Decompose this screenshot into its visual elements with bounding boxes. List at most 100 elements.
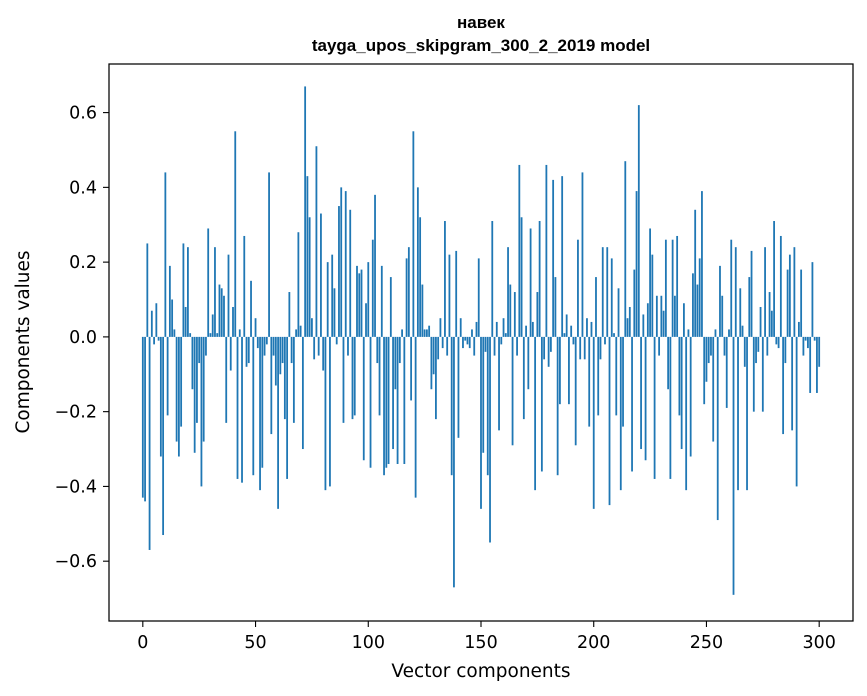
bar-component-300 bbox=[818, 336, 821, 367]
bar-component-161 bbox=[504, 333, 507, 337]
bar-component-197 bbox=[586, 318, 588, 337]
bar-component-148 bbox=[475, 321, 478, 337]
bar-component-228 bbox=[655, 295, 658, 337]
bar-component-258 bbox=[723, 336, 726, 356]
bar-component-67 bbox=[292, 336, 295, 423]
bar-component-249 bbox=[703, 336, 706, 405]
bar-component-131 bbox=[437, 336, 440, 360]
bar-component-251 bbox=[707, 336, 710, 364]
bar-component-231 bbox=[662, 310, 665, 337]
bar-component-223 bbox=[644, 336, 647, 461]
bar-component-55 bbox=[265, 336, 268, 345]
bar-component-41 bbox=[234, 131, 237, 337]
bar-component-220 bbox=[637, 105, 640, 337]
bar-component-10 bbox=[164, 172, 167, 337]
bar-component-298 bbox=[813, 336, 816, 341]
bar-component-145 bbox=[468, 336, 471, 349]
bar-component-35 bbox=[220, 288, 223, 337]
x-tick-label: 150 bbox=[464, 633, 497, 653]
y-tick-label: −0.2 bbox=[55, 403, 98, 423]
bar-component-147 bbox=[473, 336, 476, 356]
bar-component-73 bbox=[306, 176, 309, 337]
bar-component-98 bbox=[362, 336, 365, 461]
bar-component-91 bbox=[347, 336, 349, 356]
bar-component-144 bbox=[466, 336, 469, 345]
bar-component-239 bbox=[680, 336, 683, 450]
bar-component-113 bbox=[396, 336, 399, 464]
bar-component-154 bbox=[489, 336, 491, 543]
bar-component-255 bbox=[716, 336, 719, 521]
bar-component-264 bbox=[737, 336, 739, 491]
bar-component-36 bbox=[223, 295, 225, 337]
bar-component-163 bbox=[509, 284, 512, 337]
bar-component-14 bbox=[173, 329, 176, 337]
bar-component-240 bbox=[683, 303, 685, 337]
bar-component-272 bbox=[755, 336, 757, 364]
bar-component-63 bbox=[283, 336, 286, 420]
bar-component-45 bbox=[243, 235, 246, 337]
bar-component-18 bbox=[182, 243, 185, 337]
bar-component-263 bbox=[734, 247, 737, 337]
bar-component-72 bbox=[304, 86, 307, 337]
bar-component-102 bbox=[371, 239, 374, 337]
bar-component-190 bbox=[570, 325, 573, 337]
bar-component-103 bbox=[374, 194, 376, 337]
bar-component-24 bbox=[196, 336, 198, 423]
bar-component-261 bbox=[730, 239, 733, 337]
bars-group bbox=[141, 86, 821, 595]
bar-component-93 bbox=[351, 336, 354, 420]
chart-subtitle: tayga_upos_skipgram_300_2_2019 model bbox=[312, 36, 650, 55]
bar-component-74 bbox=[308, 217, 311, 337]
bar-component-50 bbox=[254, 318, 257, 337]
bar-component-217 bbox=[631, 336, 633, 472]
bar-component-69 bbox=[297, 232, 300, 337]
bar-component-90 bbox=[344, 191, 347, 337]
bar-component-106 bbox=[380, 265, 383, 337]
bar-component-89 bbox=[342, 336, 345, 423]
bar-component-95 bbox=[356, 265, 358, 337]
bar-component-71 bbox=[301, 336, 304, 450]
bar-component-162 bbox=[507, 247, 509, 337]
bar-component-199 bbox=[590, 321, 593, 337]
bar-component-68 bbox=[295, 329, 298, 337]
bar-component-117 bbox=[405, 258, 408, 337]
bar-component-213 bbox=[622, 336, 624, 427]
bar-component-4 bbox=[150, 310, 153, 337]
bar-component-100 bbox=[367, 262, 370, 337]
bar-component-271 bbox=[752, 336, 755, 412]
bar-component-56 bbox=[268, 172, 270, 337]
bar-component-38 bbox=[227, 254, 230, 337]
bar-component-160 bbox=[502, 318, 505, 337]
bar-component-198 bbox=[588, 336, 591, 427]
bar-component-8 bbox=[159, 336, 162, 457]
bar-component-232 bbox=[664, 239, 667, 337]
bar-component-2 bbox=[146, 243, 149, 337]
bar-component-17 bbox=[180, 336, 183, 427]
bar-component-7 bbox=[157, 336, 160, 341]
bar-component-62 bbox=[281, 336, 284, 364]
bar-component-247 bbox=[698, 258, 701, 337]
bar-component-202 bbox=[597, 336, 600, 416]
bar-component-116 bbox=[403, 336, 406, 464]
bar-component-243 bbox=[689, 336, 692, 457]
bar-component-22 bbox=[191, 336, 194, 390]
bar-component-66 bbox=[290, 336, 293, 364]
bar-component-227 bbox=[653, 336, 656, 479]
bar-component-205 bbox=[604, 336, 606, 345]
bar-component-194 bbox=[579, 336, 582, 360]
bar-component-180 bbox=[547, 336, 550, 367]
bar-component-122 bbox=[416, 187, 419, 337]
bar-component-254 bbox=[714, 329, 717, 337]
bar-component-195 bbox=[581, 172, 584, 337]
bar-component-129 bbox=[432, 336, 435, 375]
bar-component-49 bbox=[252, 336, 255, 476]
bar-component-32 bbox=[214, 247, 216, 337]
bar-component-225 bbox=[649, 228, 651, 337]
bar-component-234 bbox=[669, 336, 672, 479]
bar-component-281 bbox=[775, 336, 778, 345]
x-tick-label: 300 bbox=[802, 633, 835, 653]
bar-component-241 bbox=[685, 336, 688, 491]
bar-component-204 bbox=[601, 247, 604, 337]
bar-component-174 bbox=[534, 336, 537, 491]
bar-component-289 bbox=[793, 247, 796, 337]
